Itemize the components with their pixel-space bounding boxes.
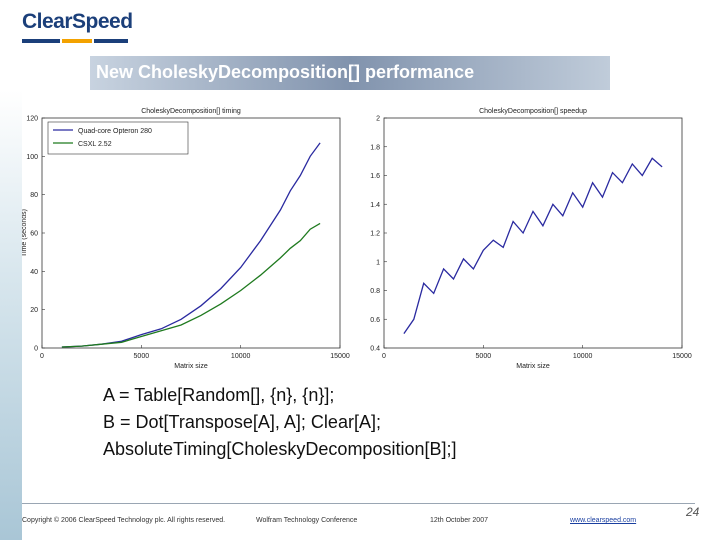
left-decorative-bar: [0, 90, 22, 540]
series-line: [61, 222, 321, 348]
y-tick-label: 1.6: [370, 173, 380, 180]
x-tick-label: 15000: [330, 353, 350, 360]
logo-bar-1: [22, 39, 60, 43]
y-tick-label: 20: [30, 307, 38, 314]
clearspeed-logo: ClearSpeed: [22, 10, 133, 33]
y-tick-label: 1.4: [370, 202, 380, 209]
x-tick-label: 5000: [476, 353, 492, 360]
y-tick-label: 0.6: [370, 317, 380, 324]
code-line: A = Table[Random[], {n}, {n}];: [103, 385, 335, 405]
speedup-chart: CholeskyDecomposition[] speedup 0 5000 1000…: [370, 108, 692, 370]
page-number: 24: [686, 505, 700, 519]
x-axis-label: Matrix size: [174, 363, 208, 370]
y-tick-label: 0.8: [370, 288, 380, 295]
code-line: AbsoluteTiming[CholeskyDecomposition[B];…: [103, 439, 457, 459]
timing-chart: CholeskyDecomposition[] timing 0 5000 10000…: [21, 108, 350, 370]
y-tick-label: 0.4: [370, 346, 380, 353]
y-tick-label: 40: [30, 269, 38, 276]
footer-copyright: Copyright © 2006 ClearSpeed Technology p…: [22, 517, 226, 524]
plot-frame: [383, 117, 683, 349]
slide-title: New CholeskyDecomposition[] performance: [96, 62, 475, 82]
x-tick-label: 0: [382, 353, 386, 360]
code-line: B = Dot[Transpose[A], A]; Clear[A];: [103, 412, 381, 432]
chart-title: CholeskyDecomposition[] timing: [141, 108, 241, 115]
logo-bar-2: [62, 39, 92, 43]
y-tick-label: 1: [376, 259, 380, 266]
y-tick-label: 60: [30, 231, 38, 238]
timing-chart-panel: CholeskyDecomposition[] timing 0 5000 10000…: [21, 98, 362, 373]
legend-label: CSXL 2.52: [78, 141, 112, 148]
y-tick-label: 100: [26, 154, 38, 161]
x-tick-label: 15000: [672, 353, 692, 360]
y-tick-label: 0: [34, 346, 38, 353]
chart-title: CholeskyDecomposition[] speedup: [479, 108, 587, 115]
footer-date: 12th October 2007: [430, 517, 488, 524]
series-line: [61, 142, 321, 348]
legend-label: Quad-core Opteron 280: [78, 128, 152, 135]
y-tick-label: 2: [376, 116, 380, 123]
y-tick-label: 120: [26, 116, 38, 123]
y-tick-label: 80: [30, 192, 38, 199]
x-tick-label: 10000: [231, 353, 251, 360]
x-axis-label: Matrix size: [516, 363, 550, 370]
footer-divider: [22, 503, 695, 504]
y-tick-label: 1.8: [370, 144, 380, 151]
speedup-chart-panel: CholeskyDecomposition[] speedup 0 5000 1000…: [362, 98, 697, 373]
footer-conference: Wolfram Technology Conference: [256, 517, 358, 524]
x-tick-label: 10000: [573, 353, 593, 360]
title-bar: [90, 56, 610, 90]
legend-box: [47, 121, 189, 155]
x-tick-label: 5000: [134, 353, 150, 360]
x-tick-label: 0: [40, 353, 44, 360]
website-link[interactable]: www.clearspeed.com: [570, 517, 637, 524]
code-block: A = Table[Random[], {n}, {n}]; B = Dot[T…: [103, 382, 457, 463]
y-tick-label: 1.2: [370, 231, 380, 238]
y-axis-label: Time (seconds): [22, 209, 28, 257]
logo-bar-3: [94, 39, 128, 43]
series-line: [403, 157, 663, 334]
